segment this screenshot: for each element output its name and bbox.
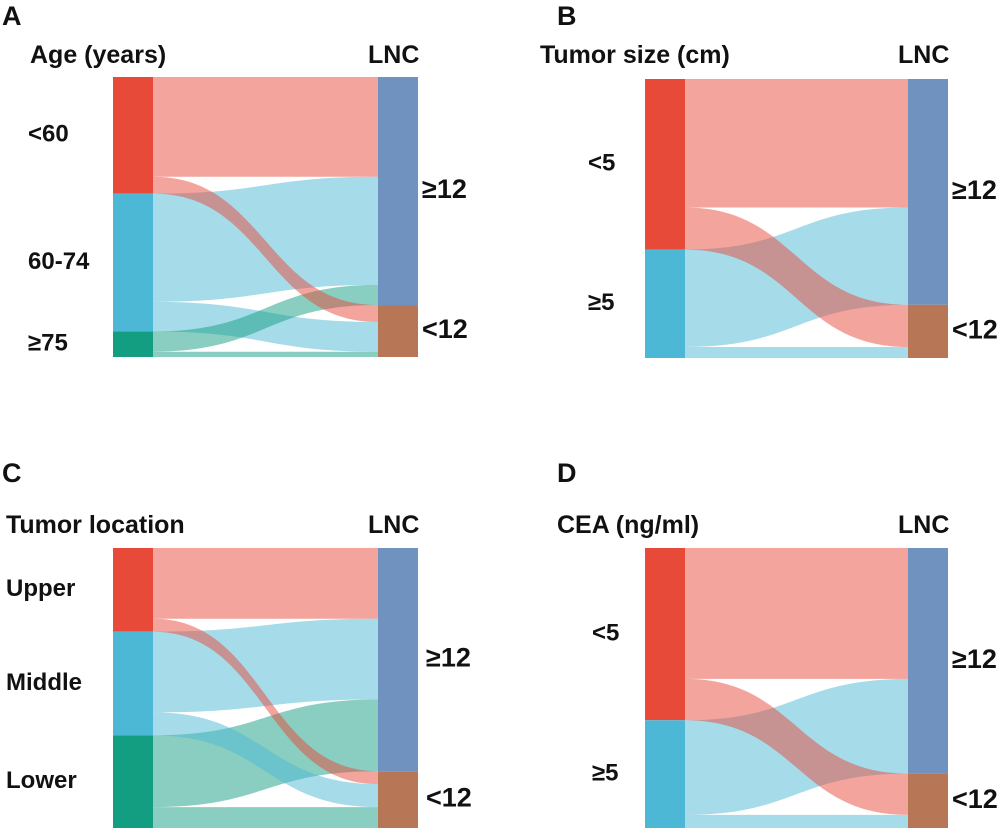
- flow-ge5-to-lt12: [685, 346, 908, 358]
- panel-d: D CEA (ng/ml) LNC <5 ≥5 ≥12 <12: [557, 458, 998, 828]
- flow-group: [685, 79, 908, 358]
- flow-lt5-to-ge12: [685, 79, 908, 208]
- panel-letter: C: [2, 458, 22, 488]
- node-ge12: [378, 77, 418, 306]
- flow-middle-to-lt12: [153, 712, 378, 808]
- left-node-label: Upper: [6, 575, 75, 602]
- node-lt60: [113, 77, 153, 194]
- right-axis-title: LNC: [898, 511, 949, 539]
- left-axis-title: Age (years): [30, 41, 166, 69]
- flow-upper-to-lt12: [153, 618, 378, 785]
- right-node-label: <12: [952, 784, 998, 814]
- node-group: [645, 548, 948, 828]
- right-axis-title: LNC: [368, 511, 419, 539]
- flow-lower-to-lt12: [153, 807, 378, 828]
- left-node-label: ≥5: [592, 759, 619, 786]
- node-ge12: [378, 548, 418, 772]
- left-node-label: <5: [588, 150, 615, 177]
- label-group: <5 ≥5 ≥12 <12: [588, 150, 998, 345]
- right-node-label: ≥12: [422, 174, 467, 204]
- flow-upper-to-ge12: [153, 548, 378, 619]
- flow-group: [153, 548, 378, 828]
- right-node-label: <12: [426, 783, 472, 813]
- left-axis-title: Tumor size (cm): [540, 41, 730, 69]
- right-axis-title: LNC: [898, 41, 949, 69]
- panel-a: A Age (years) LNC <60 60-74 ≥75 ≥12 <12: [2, 1, 468, 357]
- flow-ge75-to-lt12: [153, 351, 378, 357]
- label-group: Upper Middle Lower ≥12 <12: [6, 575, 472, 813]
- right-axis-title: LNC: [368, 41, 419, 69]
- left-node-label: <5: [592, 619, 619, 646]
- node-ge5: [645, 720, 685, 828]
- node-lt12: [378, 305, 418, 357]
- node-group: [113, 77, 418, 357]
- left-node-label: Lower: [6, 767, 77, 794]
- node-lt5: [645, 79, 685, 250]
- flow-lt60-to-lt12: [153, 176, 378, 322]
- node-lt12: [378, 771, 418, 828]
- node-lower: [113, 735, 153, 828]
- node-lt12: [908, 773, 948, 828]
- node-lt12: [908, 304, 948, 358]
- label-group: <5 ≥5 ≥12 <12: [592, 619, 998, 813]
- right-node-label: ≥12: [952, 644, 997, 674]
- flow-lt60-to-ge12: [153, 77, 378, 177]
- node-ge12: [908, 548, 948, 774]
- panel-letter: B: [557, 1, 577, 31]
- node-upper: [113, 548, 153, 632]
- left-node-label: Middle: [6, 669, 82, 696]
- right-node-label: <12: [952, 315, 998, 345]
- label-group: <60 60-74 ≥75 ≥12 <12: [28, 121, 468, 357]
- node-lt5: [645, 548, 685, 721]
- flow-60-74-to-ge12: [153, 176, 378, 302]
- node-middle: [113, 631, 153, 736]
- panel-b: B Tumor size (cm) LNC <5 ≥5 ≥12 <12: [540, 1, 998, 358]
- left-node-label: 60-74: [28, 248, 90, 275]
- flow-lt5-to-ge12: [685, 548, 908, 679]
- left-axis-title: CEA (ng/ml): [557, 511, 699, 539]
- node-group: [113, 548, 418, 828]
- flow-lt5-to-lt12: [685, 207, 908, 347]
- left-node-label: ≥5: [588, 289, 615, 316]
- flow-lt5-to-lt12: [685, 678, 908, 815]
- flow-group: [153, 77, 378, 357]
- node-group: [645, 79, 948, 358]
- node-60-74: [113, 193, 153, 332]
- left-node-label: ≥75: [28, 330, 68, 357]
- right-node-label: ≥12: [952, 175, 997, 205]
- left-node-label: <60: [28, 121, 69, 148]
- right-node-label: <12: [422, 314, 468, 344]
- node-ge75: [113, 331, 153, 357]
- right-node-label: ≥12: [426, 643, 471, 673]
- node-ge5: [645, 249, 685, 358]
- panel-letter: D: [557, 458, 577, 488]
- node-ge12: [908, 79, 948, 305]
- panel-letter: A: [2, 1, 22, 31]
- flow-ge5-to-lt12: [685, 814, 908, 828]
- left-axis-title: Tumor location: [6, 511, 185, 539]
- panel-c: C Tumor location LNC Upper Middle Lower ≥12…: [2, 458, 472, 828]
- flow-group: [685, 548, 908, 828]
